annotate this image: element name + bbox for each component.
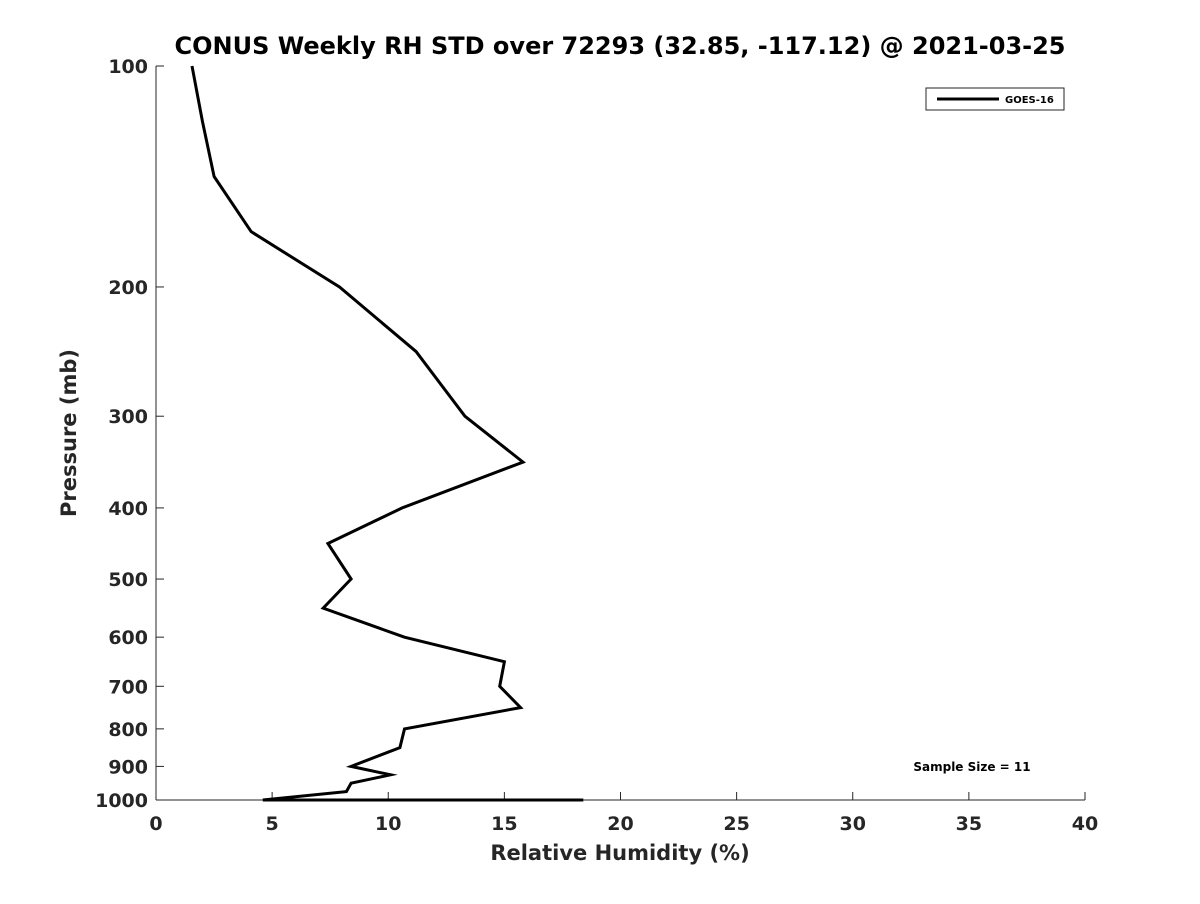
x-tick-label: 10	[375, 813, 401, 835]
y-tick-label: 300	[108, 406, 148, 428]
chart-title: CONUS Weekly RH STD over 72293 (32.85, -…	[174, 32, 1065, 60]
y-tick-label: 100	[108, 56, 148, 78]
legend-entry-goes-16: GOES-16	[1005, 95, 1054, 106]
y-tick-label: 200	[108, 277, 148, 299]
y-tick-label: 1000	[95, 790, 148, 812]
x-tick-label: 0	[149, 813, 162, 835]
x-tick-label: 25	[723, 813, 749, 835]
x-tick-label: 40	[1072, 813, 1098, 835]
x-tick-label: 15	[491, 813, 517, 835]
series-layer	[190, 65, 584, 802]
y-tick-label: 800	[108, 719, 148, 741]
y-axis: 100 200 300 400 500 600 700 800 900 1000	[95, 56, 164, 812]
x-axis: 0 5 10 15 20 25 30 35 40	[149, 792, 1098, 835]
x-tick-label: 30	[840, 813, 866, 835]
x-tick-label: 5	[266, 813, 279, 835]
sample-size-annotation: Sample Size = 11	[913, 760, 1030, 774]
y-tick-label: 400	[108, 498, 148, 520]
x-tick-label: 35	[956, 813, 982, 835]
y-tick-label: 700	[108, 676, 148, 698]
y-tick-label: 900	[108, 756, 148, 778]
x-tick-label: 20	[607, 813, 633, 835]
series-line-goes-16	[190, 65, 584, 802]
y-tick-label: 600	[108, 627, 148, 649]
x-axis-label: Relative Humidity (%)	[490, 841, 749, 865]
y-tick-label: 500	[108, 569, 148, 591]
y-axis-label: Pressure (mb)	[57, 349, 81, 517]
legend: GOES-16	[925, 87, 1065, 111]
